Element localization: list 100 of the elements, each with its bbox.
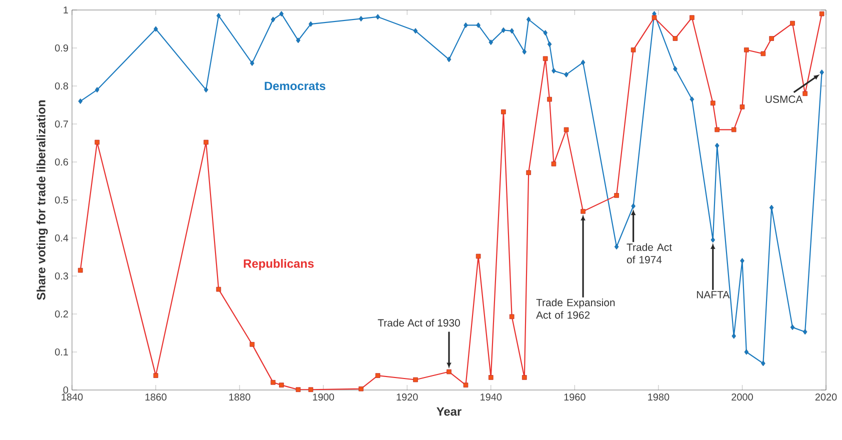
point (476, 254, 481, 259)
point (672, 36, 678, 41)
point (501, 109, 506, 114)
y-tick-label: 0.7 (55, 120, 68, 128)
point (673, 66, 678, 72)
point (547, 41, 552, 47)
annotation: Trade Act of 1974 (626, 243, 672, 264)
point (769, 204, 774, 210)
point (522, 375, 527, 380)
y-tick-label: 0.3 (55, 272, 68, 280)
x-tick-label: 1960 (564, 394, 586, 401)
x-tick-label: 2020 (815, 394, 837, 401)
point (446, 56, 452, 62)
point (250, 60, 254, 66)
point (690, 15, 694, 20)
y-tick-label: 0 (63, 386, 68, 394)
point (358, 386, 364, 392)
point (464, 22, 468, 28)
point (710, 237, 716, 243)
point (580, 60, 586, 66)
y-tick-label: 0.9 (55, 44, 68, 52)
point (488, 375, 494, 380)
x-tick-label: 1980 (648, 394, 670, 401)
point (714, 127, 720, 132)
point (358, 16, 364, 22)
point (710, 100, 716, 106)
y-tick-label: 0.6 (55, 158, 68, 166)
point (270, 380, 276, 385)
point (501, 27, 506, 33)
point (740, 104, 745, 110)
point (216, 286, 222, 292)
point (78, 98, 83, 104)
annotation: Trade Expansion Act of 1962 (536, 298, 615, 319)
annotation: USMCA (766, 96, 803, 103)
x-axis-title: Year (436, 407, 462, 416)
point (652, 15, 657, 20)
point (769, 36, 774, 41)
point (740, 258, 744, 264)
point (250, 342, 255, 347)
point (375, 373, 380, 378)
point (802, 91, 808, 96)
point (204, 86, 208, 93)
point (526, 16, 531, 22)
point (279, 382, 284, 388)
point (153, 373, 158, 378)
point (94, 140, 100, 145)
x-tick-label: 2000 (732, 394, 753, 401)
point (614, 244, 619, 250)
point (580, 209, 586, 214)
annotation: Trade Act of 1930 (378, 318, 460, 327)
point (296, 38, 300, 44)
series-label: Democrats (264, 82, 326, 90)
y-tick-label: 0.8 (55, 82, 68, 90)
point (630, 47, 636, 52)
point (802, 329, 808, 335)
x-tick-label: 1880 (229, 394, 250, 401)
y-tick-label: 0.5 (55, 196, 68, 204)
point (790, 20, 795, 26)
point (308, 21, 313, 27)
text: Republicans (244, 259, 314, 270)
x-tick-label: 1940 (480, 394, 502, 401)
point (413, 377, 418, 382)
x-tick-label: 1900 (313, 394, 334, 401)
point (463, 382, 468, 388)
x-tick-label: 1860 (145, 394, 166, 401)
point (279, 10, 284, 17)
point (526, 170, 531, 176)
point (731, 127, 736, 132)
point (413, 28, 418, 34)
point (270, 16, 276, 22)
point (564, 127, 569, 132)
point (790, 324, 795, 330)
point (820, 70, 824, 76)
y-axis-title: Share voting for trade liberalization (36, 100, 48, 300)
point (631, 203, 636, 209)
y-tick-label: 0.1 (55, 348, 68, 356)
y-tick-label: 1 (64, 6, 68, 14)
point (551, 162, 556, 166)
point (547, 96, 552, 102)
point (476, 22, 480, 28)
point (78, 268, 83, 273)
point (509, 314, 514, 320)
point (488, 39, 494, 46)
point (94, 86, 100, 93)
point (308, 387, 314, 392)
point (296, 387, 301, 392)
x-tick-label: 1840 (62, 394, 83, 401)
point (761, 360, 766, 366)
x-tick-label: 1920 (396, 394, 418, 401)
point (376, 14, 380, 20)
point (819, 11, 824, 16)
point (564, 72, 568, 78)
point (510, 28, 514, 34)
point (446, 369, 452, 374)
point (690, 96, 694, 102)
annotation: NAFTA (697, 291, 730, 298)
point (714, 142, 720, 148)
point (542, 56, 548, 62)
point (760, 51, 766, 56)
point (204, 140, 208, 145)
